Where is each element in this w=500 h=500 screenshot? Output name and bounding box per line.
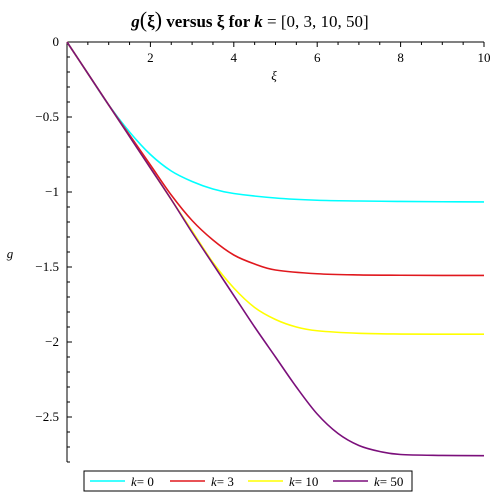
- title-versus: versus: [162, 12, 217, 31]
- y-tick-label: −0.5: [35, 109, 59, 124]
- legend-entry-label: k= 0: [131, 474, 154, 489]
- title-for: for: [224, 12, 254, 31]
- series-line-50: [66, 41, 485, 457]
- series-line-10: [66, 41, 485, 336]
- x-tick-label: 10: [478, 50, 491, 65]
- series-line-0: [66, 41, 485, 203]
- x-ticks: 2 4 6 8 10: [87, 42, 491, 65]
- chart-title: g(ξ) versus ξ for k = [0, 3, 10, 50]: [130, 7, 368, 32]
- title-parameter-values: = [0, 3, 10, 50]: [263, 12, 369, 31]
- y-tick-label: −1.5: [35, 259, 59, 274]
- title-argument: ξ: [147, 12, 155, 31]
- axes: 2 4 6 8 10 0 −0.5 −1 −1.5 −2 −2.5: [35, 34, 491, 463]
- title-function-name: g: [130, 12, 140, 31]
- x-tick-label: 4: [231, 50, 238, 65]
- legend-value: = 10: [295, 474, 319, 489]
- y-ticks: 0 −0.5 −1 −1.5 −2 −2.5: [35, 34, 72, 463]
- title-right-paren: ): [155, 7, 162, 32]
- series-layer: [66, 41, 485, 457]
- legend-entry-label: k= 3: [211, 474, 234, 489]
- legend-param: k: [211, 474, 217, 489]
- y-tick-label: −2.5: [35, 409, 59, 424]
- x-tick-label: 8: [397, 50, 404, 65]
- x-tick-label: 2: [147, 50, 154, 65]
- legend-value: = 50: [380, 474, 404, 489]
- legend: k= 0 k= 3 k= 10 k= 50: [83, 470, 413, 492]
- x-axis-label: ξ: [271, 68, 277, 83]
- legend-value: = 0: [137, 474, 154, 489]
- x-tick-label: 6: [314, 50, 321, 65]
- legend-param: k: [374, 474, 380, 489]
- legend-param: k: [289, 474, 295, 489]
- title-left-paren: (: [140, 7, 147, 32]
- legend-entry-label: k= 10: [289, 474, 318, 489]
- y-tick-label: −2: [45, 334, 59, 349]
- legend-value: = 3: [217, 474, 234, 489]
- legend-param: k: [131, 474, 137, 489]
- title-parameter: k: [254, 12, 263, 31]
- y-axis-label: g: [7, 246, 14, 261]
- y-tick-label: 0: [53, 34, 60, 49]
- title-x-variable: ξ: [217, 12, 225, 31]
- legend-entry-label: k= 50: [374, 474, 403, 489]
- y-tick-label: −1: [45, 184, 59, 199]
